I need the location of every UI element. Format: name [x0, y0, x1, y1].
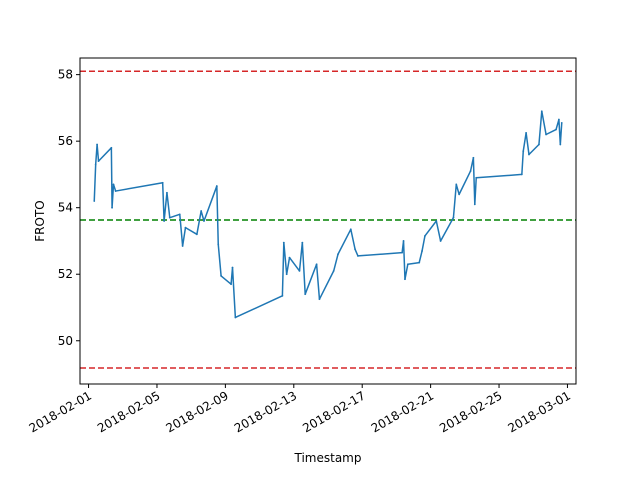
data-point: [110, 146, 113, 149]
y-axis-label: FROTO: [33, 200, 47, 241]
data-point: [298, 270, 301, 272]
data-point: [301, 241, 304, 244]
data-point: [231, 266, 234, 269]
data-point: [166, 191, 168, 194]
plot-frame: [79, 57, 577, 385]
data-point: [332, 270, 335, 272]
reference-lines: [80, 70, 576, 369]
data-point: [349, 228, 352, 231]
data-point: [418, 261, 421, 264]
data-point: [304, 293, 307, 296]
data-point: [337, 253, 339, 256]
data-point: [96, 143, 98, 146]
data-point: [540, 110, 543, 113]
data-point: [522, 150, 525, 153]
data-point: [195, 233, 198, 236]
data-point: [230, 283, 232, 286]
data-point: [357, 255, 359, 257]
data-point: [472, 156, 475, 159]
data-point: [520, 173, 523, 176]
data-point: [215, 185, 218, 187]
data-point: [163, 220, 165, 222]
data-point: [406, 263, 409, 266]
data-point: [181, 245, 184, 247]
data-point: [458, 193, 461, 196]
data-point: [475, 176, 478, 179]
data-point: [217, 243, 220, 246]
data-point: [538, 143, 540, 146]
data-point: [161, 181, 164, 184]
data-point: [184, 226, 187, 229]
data-point: [94, 163, 97, 166]
data-point: [97, 160, 100, 163]
data-point: [401, 251, 404, 254]
data-point: [455, 183, 458, 186]
series-layer: [93, 110, 563, 319]
data-point: [203, 220, 205, 222]
data-point: [114, 190, 117, 192]
data-point: [281, 294, 284, 297]
data-point: [285, 273, 288, 276]
data-point: [318, 298, 321, 301]
y-tick-label: 50: [58, 334, 73, 348]
y-axis: 50 52 54 56 58: [58, 68, 80, 348]
data-point: [473, 203, 476, 206]
y-tick-label: 54: [58, 201, 73, 215]
data-point: [93, 200, 96, 202]
x-axis-label: Timestamp: [294, 451, 362, 465]
y-tick-label: 52: [58, 267, 73, 281]
data-point: [315, 263, 318, 266]
data-point: [178, 213, 181, 216]
data-point: [545, 133, 547, 136]
data-point: [469, 170, 472, 173]
data-point: [528, 153, 530, 156]
data-point: [288, 256, 291, 259]
data-point: [402, 240, 405, 242]
data-point: [168, 216, 171, 219]
data-point: [421, 250, 423, 252]
data-point: [200, 210, 203, 212]
data-point: [439, 240, 442, 242]
data-point: [424, 235, 426, 237]
data-point: [435, 220, 438, 222]
data-point: [220, 274, 223, 277]
data-point: [560, 121, 563, 124]
data-point: [354, 248, 356, 251]
y-tick-label: 58: [58, 68, 73, 82]
data-point: [555, 128, 557, 131]
data-point: [282, 241, 285, 244]
data-point: [112, 183, 115, 186]
data-point: [452, 216, 455, 219]
data-point: [111, 206, 113, 209]
data-point: [525, 131, 528, 134]
data-point: [558, 118, 560, 121]
data-point: [234, 316, 237, 319]
y-tick-label: 56: [58, 134, 73, 148]
data-point: [559, 143, 562, 146]
data-point: [404, 278, 406, 281]
